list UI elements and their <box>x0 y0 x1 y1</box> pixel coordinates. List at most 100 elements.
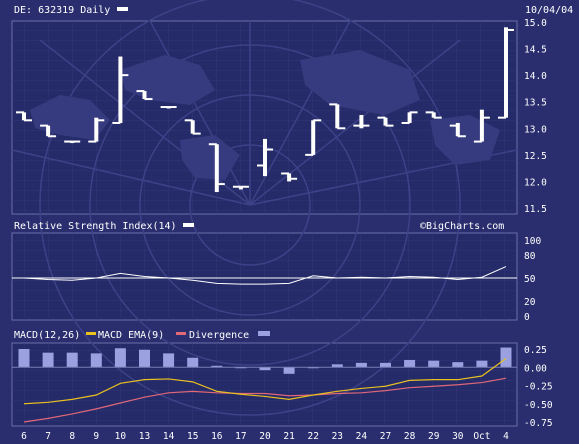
divergence-bar <box>404 359 416 368</box>
price-bar <box>64 140 81 144</box>
x-tick-label: 17 <box>235 431 246 442</box>
divergence-bar <box>163 353 175 368</box>
x-tick-label: 20 <box>259 431 271 442</box>
rsi-title: Relative Strength Index(14) <box>14 221 177 232</box>
price-bar <box>353 115 370 129</box>
divergence-bar <box>355 362 367 368</box>
divergence-bar <box>18 349 30 368</box>
map-watermark <box>11 0 518 416</box>
macd-series <box>12 347 517 423</box>
price-bar <box>88 117 105 143</box>
price-bar <box>473 109 490 143</box>
price-bar <box>16 111 32 122</box>
divergence-bar <box>452 362 464 368</box>
rsi-tick-label: 50 <box>524 274 536 285</box>
macd-tick-label: 0.25 <box>524 345 547 356</box>
macd-legend-macd-swatch <box>86 332 96 335</box>
x-tick-label: 8 <box>69 431 75 442</box>
x-tick-label: 9 <box>93 431 99 442</box>
divergence-bar <box>476 360 488 368</box>
price-bar <box>257 138 273 177</box>
x-tick-label: 6 <box>21 431 27 442</box>
macd-ema-line <box>23 377 507 423</box>
x-tick-label: 10 <box>115 431 127 442</box>
macd-tick-label: -0.50 <box>524 400 553 411</box>
divergence-bar <box>380 362 391 368</box>
x-tick-label: 15 <box>187 431 198 442</box>
price-bar <box>425 111 442 119</box>
price-tick-label: 13.5 <box>524 98 547 109</box>
x-tick-label: 30 <box>452 431 464 442</box>
x-tick-label: 13 <box>139 431 150 442</box>
price-bar <box>184 119 201 135</box>
price-bar <box>329 103 346 130</box>
price-bar <box>136 90 153 101</box>
price-chart-title: DE: 632319 Daily <box>14 5 110 16</box>
rsi-tick-label: 100 <box>524 236 541 247</box>
x-tick-label: 21 <box>283 431 295 442</box>
macd-legend-ema: MACD EMA(9) <box>98 330 164 341</box>
rsi-tick-label: 0 <box>524 312 530 323</box>
price-legend-swatch <box>117 7 128 11</box>
price-tick-label: 15.0 <box>524 18 547 29</box>
price-bars <box>16 27 514 193</box>
rsi-line <box>23 266 507 285</box>
divergence-bar <box>428 360 440 368</box>
x-tick-label: 22 <box>307 431 318 442</box>
divergence-bar <box>283 367 295 374</box>
price-bar <box>377 116 394 127</box>
price-bar <box>208 143 225 193</box>
divergence-bar <box>139 349 150 368</box>
price-tick-label: 12.5 <box>524 151 547 162</box>
divergence-bar <box>187 357 199 368</box>
price-tick-label: 13.0 <box>524 124 547 135</box>
macd-line <box>23 358 507 405</box>
divergence-bar <box>66 352 78 368</box>
macd-tick-label: -0.75 <box>524 418 553 429</box>
divergence-bar <box>42 352 54 368</box>
price-bar <box>232 185 249 190</box>
divergence-bar <box>90 353 102 368</box>
x-tick-label: 28 <box>404 431 416 442</box>
x-axis-labels: 6 7 8 9 10 13 14 15 16 17 20 21 22 23 24 27 28 29 30 Oct 4 <box>21 431 509 442</box>
price-bar <box>40 124 57 138</box>
x-tick-label: 29 <box>428 431 440 442</box>
macd-legend-divergence: Divergence <box>189 330 249 341</box>
x-tick-label: 27 <box>380 431 391 442</box>
price-tick-label: 14.0 <box>524 71 547 82</box>
x-tick-label: 16 <box>211 431 223 442</box>
x-tick-label: 7 <box>45 431 51 442</box>
rsi-series <box>12 266 517 285</box>
divergence-bar <box>211 365 223 368</box>
x-tick-label: Oct <box>473 431 490 442</box>
macd-legend-macd: MACD(12,26) <box>14 330 80 341</box>
price-tick-label: 12.0 <box>524 177 547 188</box>
macd-legend-ema-swatch <box>176 332 186 335</box>
x-tick-label: 14 <box>163 431 175 442</box>
price-bar <box>498 27 514 119</box>
divergence-bar <box>259 367 271 371</box>
axis-ticks: 15.0 14.5 14.0 13.5 13.0 12.5 12.0 11.5 100 80 50 2… <box>524 18 553 429</box>
price-tick-label: 14.5 <box>524 45 547 56</box>
price-bar <box>112 56 129 124</box>
x-tick-label: 4 <box>503 431 509 442</box>
divergence-bar <box>114 348 126 368</box>
divergence-bar <box>500 347 512 368</box>
watermark-text: ©BigCharts.com <box>420 221 504 232</box>
divergence-bar <box>331 364 343 368</box>
rsi-legend-swatch <box>183 223 194 227</box>
rsi-tick-label: 20 <box>524 297 536 308</box>
macd-tick-label: 0.00 <box>524 363 547 374</box>
x-tick-label: 23 <box>332 431 343 442</box>
price-bar <box>281 172 298 182</box>
macd-tick-label: -0.25 <box>524 382 553 393</box>
x-tick-label: 24 <box>356 431 368 442</box>
rsi-tick-label: 80 <box>524 251 536 262</box>
price-bar <box>449 122 466 138</box>
chart-date: 10/04/04 <box>525 5 573 16</box>
price-tick-label: 11.5 <box>524 204 547 215</box>
price-bar <box>401 111 418 124</box>
macd-legend-divergence-swatch <box>258 331 270 336</box>
